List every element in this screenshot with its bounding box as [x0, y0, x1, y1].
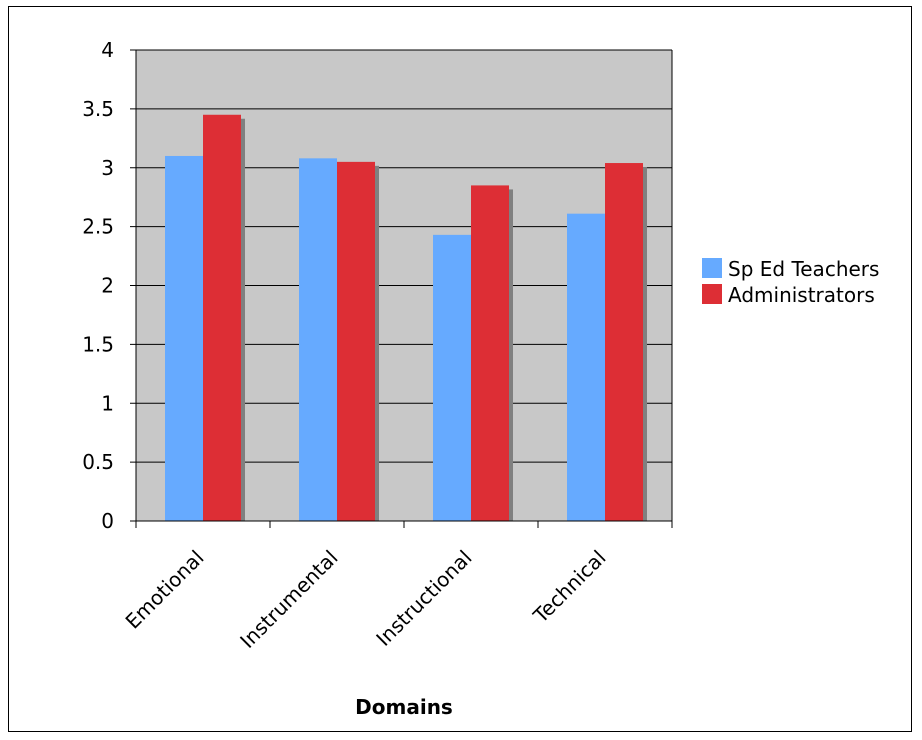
- y-tick-label: 1: [101, 391, 114, 415]
- y-tick-label: 1.5: [82, 332, 114, 356]
- x-tick-label: Instrumental: [235, 546, 342, 653]
- legend-swatch: [702, 258, 722, 278]
- y-tick-label: 3.5: [82, 97, 114, 121]
- legend-label: Sp Ed Teachers: [728, 257, 879, 281]
- x-tick-label: Instructional: [371, 546, 476, 651]
- bar-sp-ed-teachers-technical: [567, 213, 605, 522]
- legend-swatch: [702, 284, 722, 304]
- bar-administrators-instrumental: [337, 161, 375, 522]
- bar-sp-ed-teachers-instrumental: [299, 158, 337, 521]
- x-axis-title: Domains: [355, 695, 453, 719]
- y-tick-label: 0.5: [82, 450, 114, 474]
- y-tick-label: 3: [101, 156, 114, 180]
- bar-administrators-instructional: [471, 185, 509, 521]
- x-tick-label: Technical: [528, 546, 611, 629]
- y-tick-label: 2: [101, 274, 114, 298]
- y-tick-label: 4: [101, 38, 114, 62]
- bar-sp-ed-teachers-emotional: [165, 155, 203, 521]
- legend-label: Administrators: [728, 283, 875, 307]
- bar-administrators-technical: [605, 163, 643, 522]
- y-tick-label: 2.5: [82, 215, 114, 239]
- bar-administrators-emotional: [203, 114, 241, 521]
- bar-sp-ed-teachers-instructional: [433, 234, 471, 521]
- x-tick-label: Emotional: [121, 546, 209, 634]
- plot-area: [136, 49, 672, 522]
- y-tick-label: 0: [101, 509, 114, 533]
